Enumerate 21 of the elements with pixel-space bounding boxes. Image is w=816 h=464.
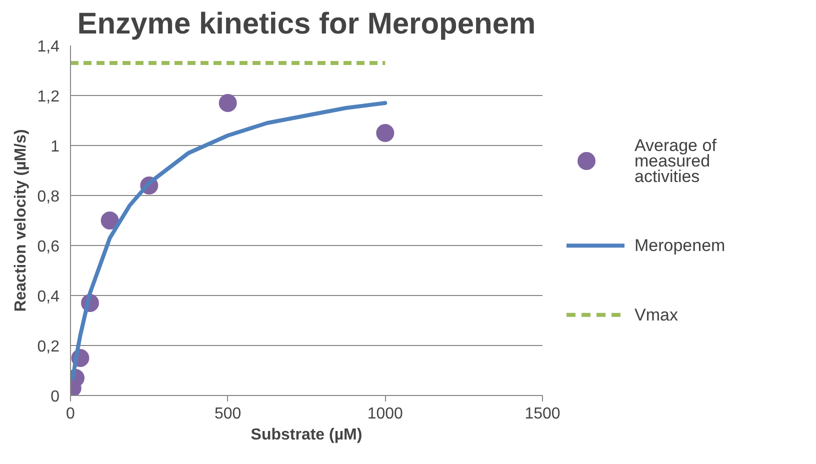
x-tick-label: 1500 (524, 406, 560, 422)
y-tick-label: 0,2 (37, 338, 60, 356)
y-tick-label: 1,4 (37, 38, 60, 56)
x-axis-title: Substrate (µM) (250, 426, 362, 444)
point (376, 124, 394, 142)
point (100, 212, 119, 230)
x-tick-label: 0 (66, 406, 76, 422)
y-tick-label: 0,8 (37, 188, 60, 206)
y-tick-label: 1,2 (37, 88, 60, 106)
x-tick-label: 1000 (367, 406, 404, 422)
y-tick-label: 0,6 (37, 238, 60, 256)
chart-title: Enzyme kinetics for Meropenem (77, 8, 536, 40)
legend-label: Vmax (634, 305, 678, 324)
y-tick-label: 1 (50, 138, 60, 156)
y-tick-label: 0,4 (37, 288, 60, 306)
y-tick-label: 0 (50, 388, 60, 406)
y-axis-title: Reaction velocity (µM/s) (12, 129, 30, 312)
legend-label: Average of measured activities (634, 136, 717, 186)
x-tick-label: 500 (214, 406, 242, 422)
legend-label: Meropenem (634, 236, 726, 256)
point (218, 94, 237, 112)
